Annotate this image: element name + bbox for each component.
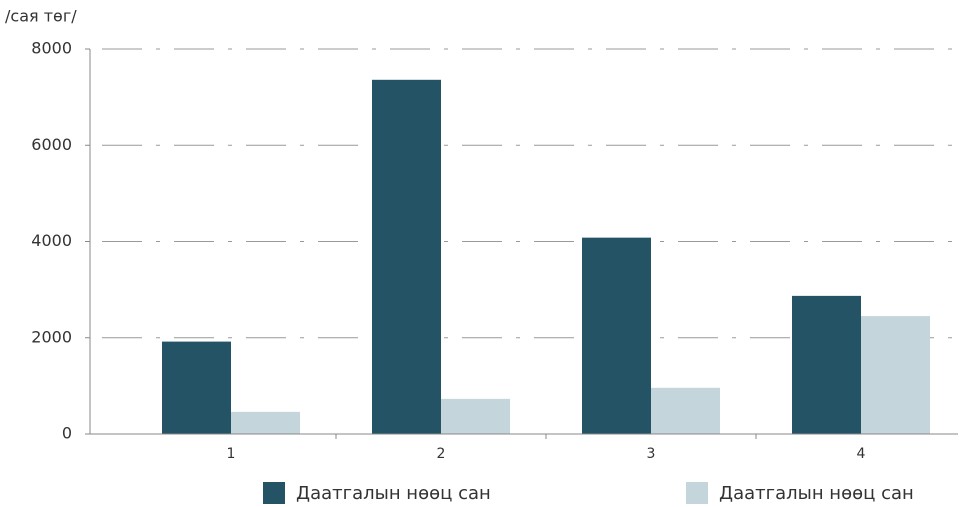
x-tick-label: 2 (437, 446, 446, 462)
y-tick-label: 2000 (31, 327, 72, 346)
y-axis-label: /сая төг/ (5, 7, 77, 26)
x-tick-label: 3 (647, 446, 656, 462)
bar (582, 237, 651, 434)
y-tick-label: 0 (62, 424, 72, 443)
legend-swatch (686, 482, 708, 504)
x-tick-label: 4 (857, 446, 866, 462)
y-tick-label: 4000 (31, 231, 72, 250)
bar (441, 398, 510, 434)
bar (162, 341, 231, 434)
y-tick-label: 8000 (31, 39, 72, 58)
bar (231, 411, 300, 434)
y-tick-label: 6000 (31, 135, 72, 154)
bar (861, 316, 930, 434)
bar (792, 295, 861, 434)
bar (651, 387, 720, 434)
x-tick-label: 1 (227, 446, 236, 462)
bar (372, 79, 441, 435)
legend-label: Даатгалын нөөц сан (719, 483, 914, 504)
legend-label: Даатгалын нөөц сан (296, 483, 491, 504)
legend-swatch (263, 482, 285, 504)
